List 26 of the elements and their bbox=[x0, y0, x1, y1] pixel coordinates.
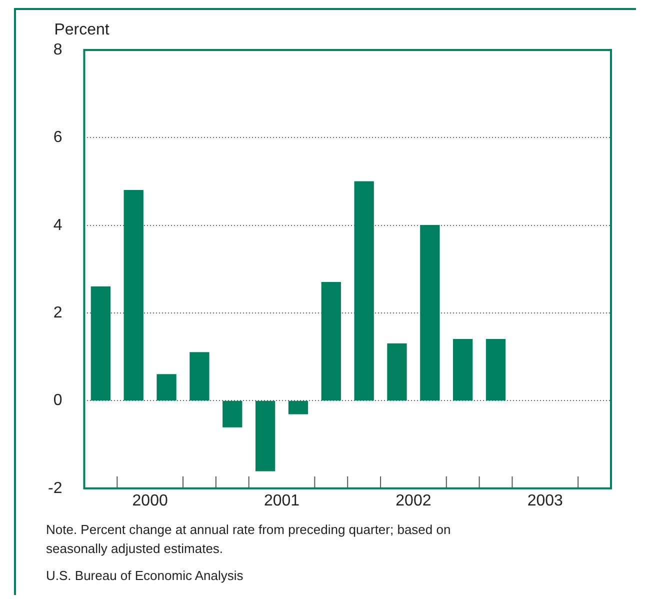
x-tick-label: 2002 bbox=[396, 492, 432, 510]
bar bbox=[453, 339, 473, 401]
bar bbox=[190, 352, 210, 401]
y-tick-label: -2 bbox=[48, 480, 62, 497]
y-axis-title: Percent bbox=[54, 21, 110, 38]
bar bbox=[321, 282, 341, 401]
x-tick-label: 2001 bbox=[264, 492, 300, 510]
bar bbox=[156, 374, 176, 401]
y-tick-label: 4 bbox=[53, 216, 62, 234]
bar bbox=[124, 190, 144, 401]
bar bbox=[288, 400, 308, 414]
bar bbox=[420, 225, 440, 401]
bar bbox=[486, 339, 506, 401]
bar bbox=[255, 400, 276, 472]
bar bbox=[90, 286, 111, 401]
y-tick-label: 6 bbox=[53, 129, 62, 146]
bar bbox=[387, 343, 407, 401]
y-tick-label: 2 bbox=[53, 304, 62, 322]
text: U.S. Bureau of Economic Analysis bbox=[46, 567, 244, 585]
text: Note. Percent change at annual rate from preceding quarter; based on seasonally adjusted estimates. bbox=[46, 521, 452, 558]
bar bbox=[222, 400, 242, 428]
bar bbox=[354, 181, 374, 401]
y-tick-label: 8 bbox=[53, 41, 62, 58]
x-tick-label: 2000 bbox=[132, 492, 168, 510]
y-tick-label: 0 bbox=[53, 392, 62, 410]
x-tick-label: 2003 bbox=[527, 492, 564, 510]
